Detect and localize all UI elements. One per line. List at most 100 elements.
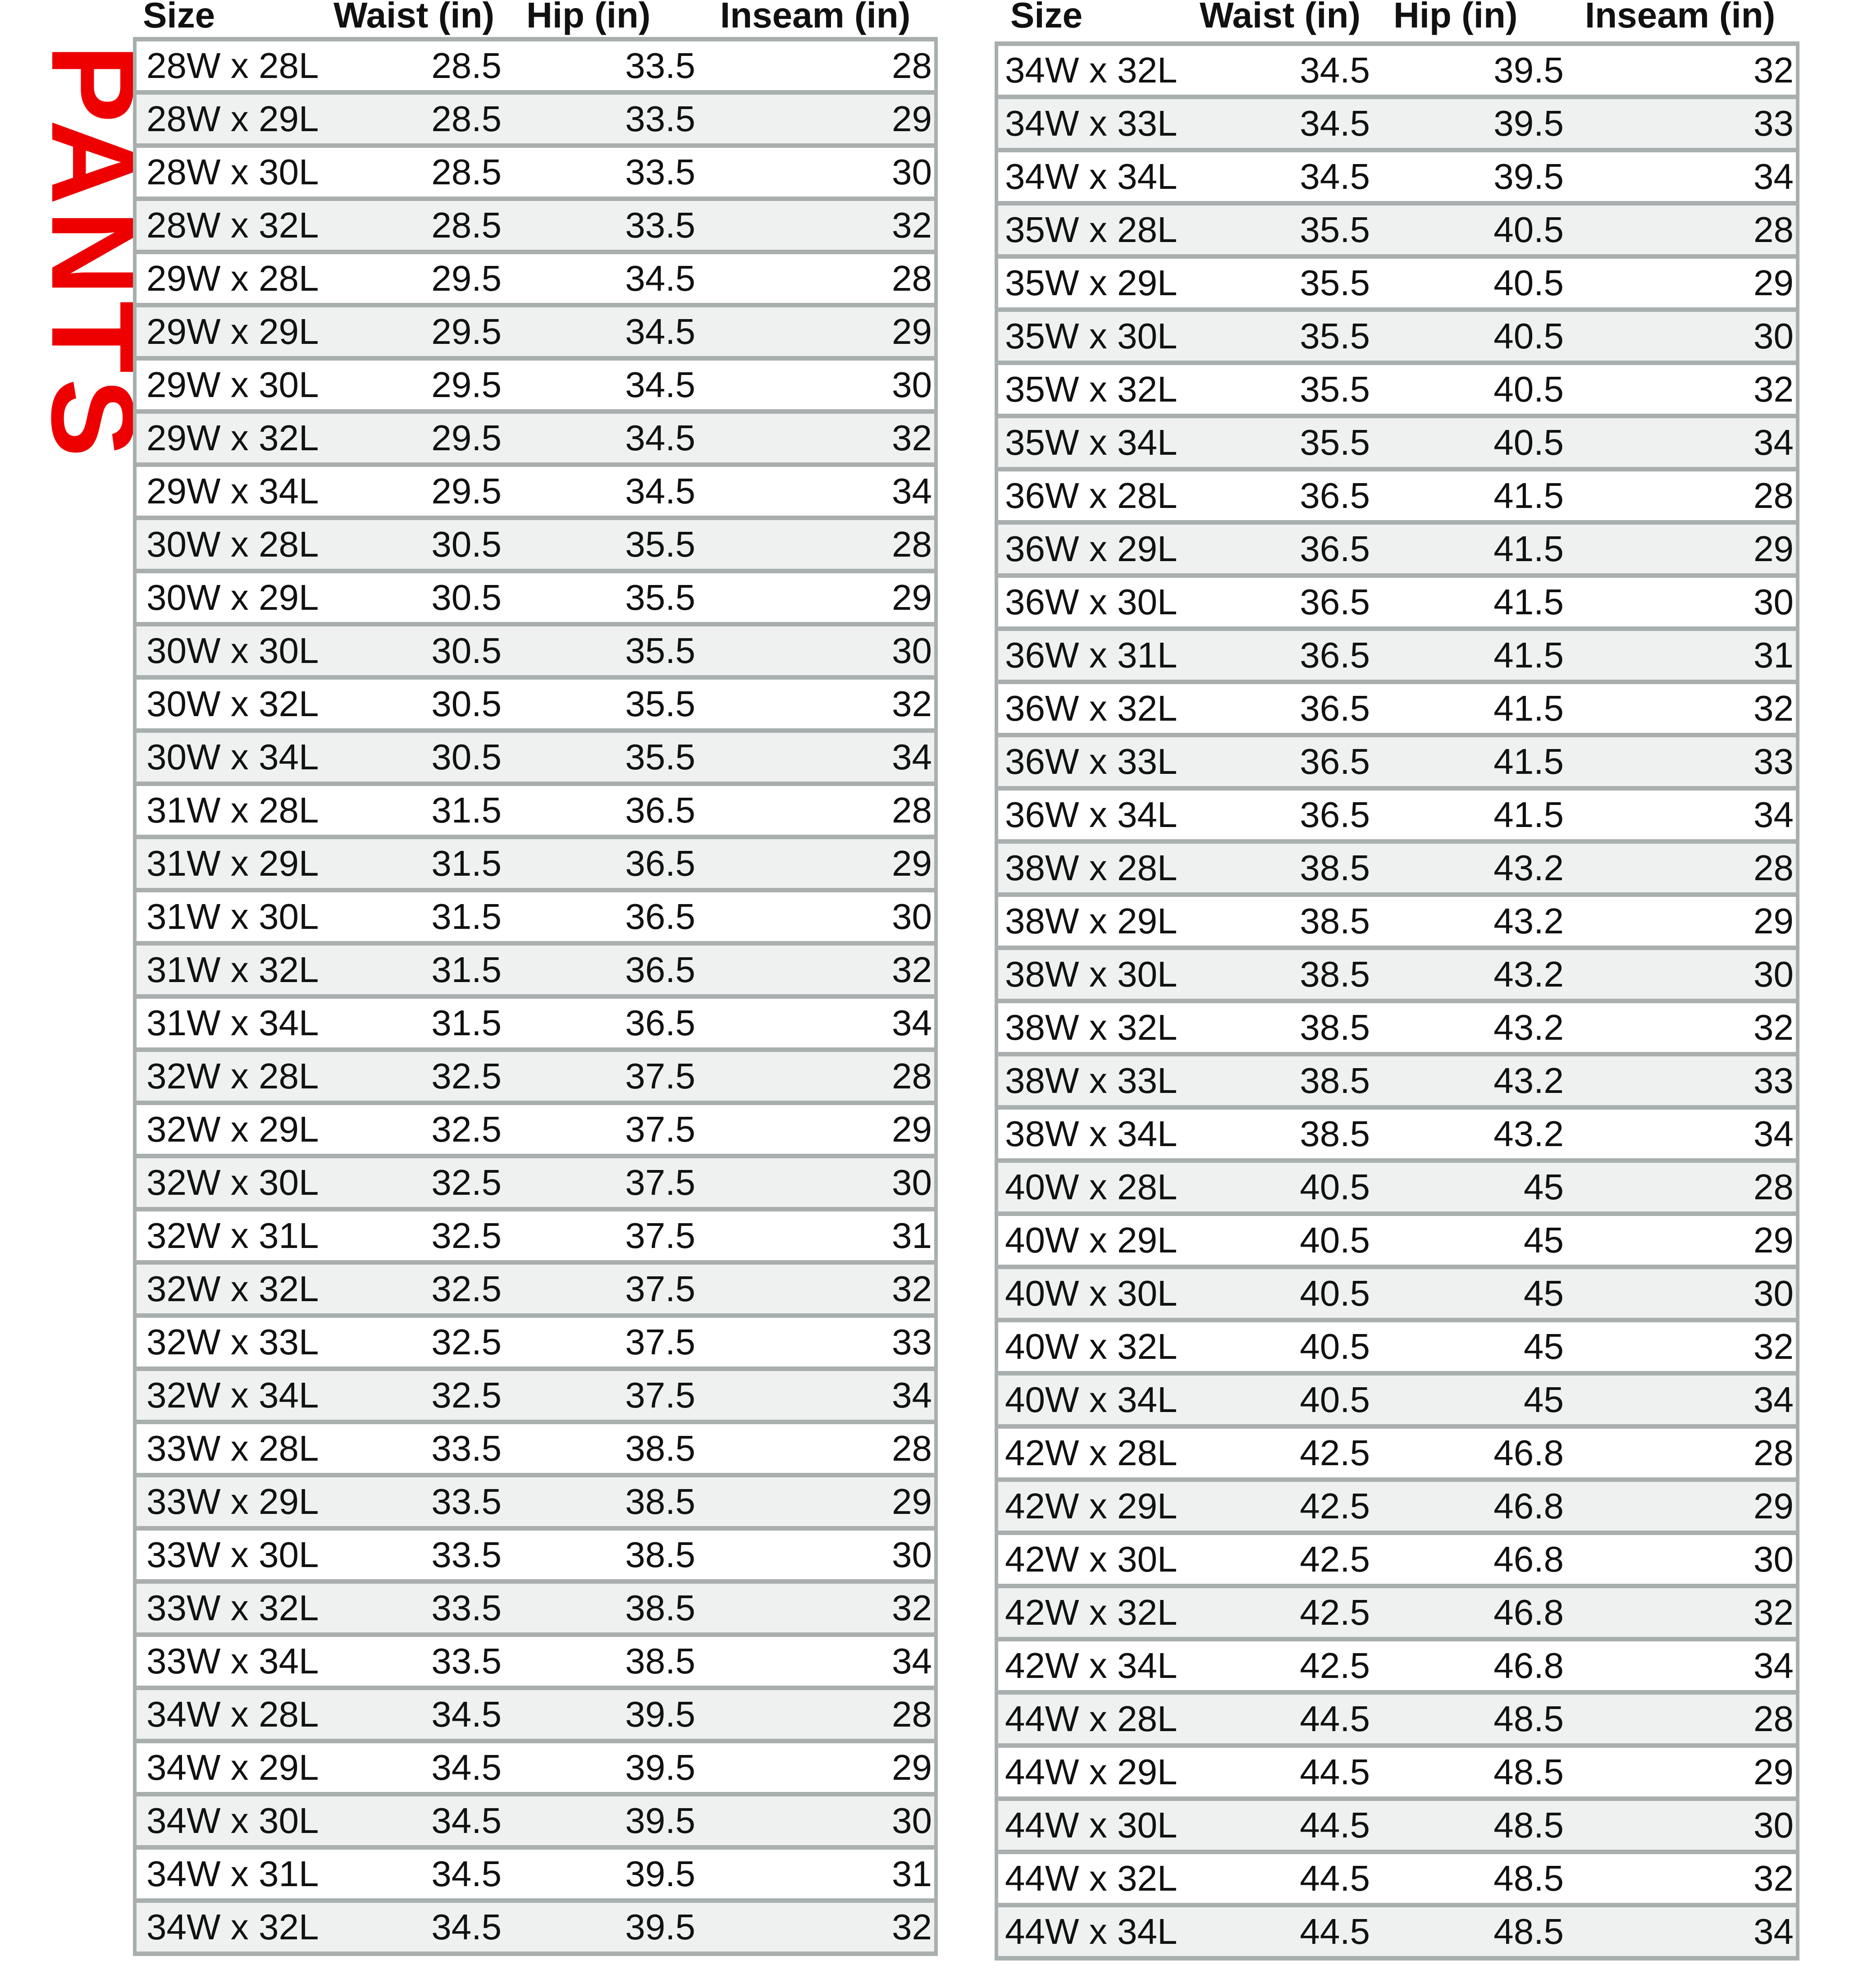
cell-size: 40W x 28L <box>1005 1167 1178 1207</box>
cell-hip: 48.5 <box>1493 1858 1564 1898</box>
table-row: 44W x 32L 44.5 48.5 32 <box>998 1854 1796 1907</box>
cell-inseam: 32 <box>1753 1007 1794 1047</box>
cell-size: 44W x 29L <box>1005 1752 1178 1792</box>
table-row: 42W x 32L 42.5 46.8 32 <box>998 1588 1796 1641</box>
cell-size: 33W x 34L <box>146 1641 319 1681</box>
cell-inseam: 30 <box>892 1162 932 1202</box>
cell-hip: 48.5 <box>1493 1911 1564 1951</box>
cell-size: 32W x 31L <box>146 1216 319 1256</box>
cell-hip: 46.8 <box>1493 1539 1564 1579</box>
cell-inseam: 30 <box>1753 1539 1794 1579</box>
cell-waist: 28.5 <box>431 152 502 192</box>
cell-hip: 43.2 <box>1493 1007 1564 1047</box>
cell-size: 38W x 29L <box>1005 901 1178 941</box>
cell-hip: 45 <box>1524 1220 1564 1260</box>
table-row: 34W x 29L 34.5 39.5 29 <box>137 1743 934 1796</box>
table-row: 34W x 34L 34.5 39.5 34 <box>998 152 1796 206</box>
cell-inseam: 28 <box>892 1694 932 1734</box>
cell-size: 32W x 30L <box>146 1162 319 1202</box>
cell-hip: 43.2 <box>1493 954 1564 994</box>
table-row: 36W x 33L 36.5 41.5 33 <box>998 737 1796 791</box>
table-row: 32W x 32L 32.5 37.5 32 <box>137 1265 934 1318</box>
cell-size: 36W x 34L <box>1005 795 1178 835</box>
header-size: Size <box>1010 0 1083 35</box>
table-row: 34W x 32L 34.5 39.5 32 <box>998 46 1796 99</box>
table-row: 42W x 28L 42.5 46.8 28 <box>998 1429 1796 1482</box>
cell-inseam: 34 <box>1753 1114 1794 1154</box>
cell-inseam: 28 <box>892 1056 932 1096</box>
table-row: 36W x 28L 36.5 41.5 28 <box>998 471 1796 525</box>
cell-hip: 38.5 <box>625 1481 695 1522</box>
cell-size: 38W x 34L <box>1005 1114 1178 1154</box>
cell-inseam: 29 <box>892 99 932 139</box>
header-size: Size <box>143 0 215 35</box>
cell-inseam: 28 <box>892 790 932 830</box>
cell-waist: 35.5 <box>1300 369 1370 409</box>
cell-inseam: 29 <box>892 577 932 617</box>
cell-hip: 41.5 <box>1493 475 1564 516</box>
table-row: 28W x 32L 28.5 33.5 32 <box>137 201 934 254</box>
cell-waist: 33.5 <box>431 1535 502 1575</box>
cell-inseam: 34 <box>892 1641 932 1681</box>
cell-inseam: 28 <box>892 46 932 86</box>
cell-waist: 33.5 <box>431 1588 502 1628</box>
cell-inseam: 29 <box>1753 1486 1794 1526</box>
cell-waist: 40.5 <box>1300 1380 1370 1420</box>
header-inseam: Inseam (in) <box>1585 0 1776 35</box>
table-row: 38W x 30L 38.5 43.2 30 <box>998 950 1796 1003</box>
cell-inseam: 34 <box>1753 422 1794 462</box>
cell-inseam: 30 <box>892 631 932 671</box>
cell-size: 29W x 32L <box>146 418 319 458</box>
cell-waist: 42.5 <box>1300 1433 1370 1473</box>
table-row: 32W x 28L 32.5 37.5 28 <box>137 1052 934 1105</box>
cell-hip: 38.5 <box>625 1535 695 1575</box>
cell-hip: 37.5 <box>625 1375 695 1415</box>
cell-waist: 32.5 <box>431 1109 502 1149</box>
cell-size: 31W x 28L <box>146 790 319 830</box>
cell-waist: 34.5 <box>1300 156 1370 197</box>
table-row: 31W x 32L 31.5 36.5 32 <box>137 946 934 999</box>
cell-size: 34W x 29L <box>146 1747 319 1787</box>
cell-waist: 34.5 <box>431 1747 502 1787</box>
cell-waist: 28.5 <box>431 99 502 139</box>
table-row: 34W x 31L 34.5 39.5 31 <box>137 1850 934 1903</box>
cell-waist: 34.5 <box>431 1907 502 1947</box>
header-waist: Waist (in) <box>1200 0 1361 35</box>
table-row: 32W x 33L 32.5 37.5 33 <box>137 1318 934 1371</box>
cell-size: 36W x 29L <box>1005 529 1178 569</box>
cell-hip: 45 <box>1524 1326 1564 1366</box>
table-row: 36W x 32L 36.5 41.5 32 <box>998 684 1796 737</box>
table-row: 29W x 30L 29.5 34.5 30 <box>137 361 934 414</box>
cell-hip: 45 <box>1524 1380 1564 1420</box>
cell-waist: 32.5 <box>431 1375 502 1415</box>
table-row: 31W x 34L 31.5 36.5 34 <box>137 999 934 1052</box>
cell-inseam: 33 <box>892 1322 932 1362</box>
cell-waist: 29.5 <box>431 311 502 352</box>
table-row: 38W x 34L 38.5 43.2 34 <box>998 1110 1796 1163</box>
cell-waist: 44.5 <box>1300 1752 1370 1792</box>
cell-hip: 41.5 <box>1493 688 1564 728</box>
cell-inseam: 32 <box>892 205 932 245</box>
cell-waist: 36.5 <box>1300 529 1370 569</box>
table-row: 36W x 29L 36.5 41.5 29 <box>998 525 1796 578</box>
table-row: 42W x 29L 42.5 46.8 29 <box>998 1482 1796 1535</box>
cell-inseam: 34 <box>1753 1911 1794 1951</box>
cell-inseam: 34 <box>1753 1645 1794 1686</box>
cell-size: 34W x 28L <box>146 1694 319 1734</box>
cell-waist: 38.5 <box>1300 901 1370 941</box>
cell-size: 28W x 30L <box>146 152 319 192</box>
table-row: 42W x 30L 42.5 46.8 30 <box>998 1535 1796 1588</box>
cell-inseam: 28 <box>1753 848 1794 888</box>
table-row: 30W x 28L 30.5 35.5 28 <box>137 520 934 573</box>
table-row: 32W x 30L 32.5 37.5 30 <box>137 1158 934 1211</box>
cell-size: 28W x 28L <box>146 46 319 86</box>
table-row: 29W x 29L 29.5 34.5 29 <box>137 307 934 361</box>
cell-inseam: 28 <box>1753 475 1794 516</box>
table-row: 31W x 28L 31.5 36.5 28 <box>137 786 934 839</box>
cell-inseam: 29 <box>892 843 932 883</box>
table-row: 38W x 29L 38.5 43.2 29 <box>998 897 1796 950</box>
table-row: 32W x 31L 32.5 37.5 31 <box>137 1211 934 1265</box>
cell-inseam: 29 <box>892 1481 932 1522</box>
cell-size: 30W x 29L <box>146 577 319 617</box>
cell-hip: 37.5 <box>625 1056 695 1096</box>
